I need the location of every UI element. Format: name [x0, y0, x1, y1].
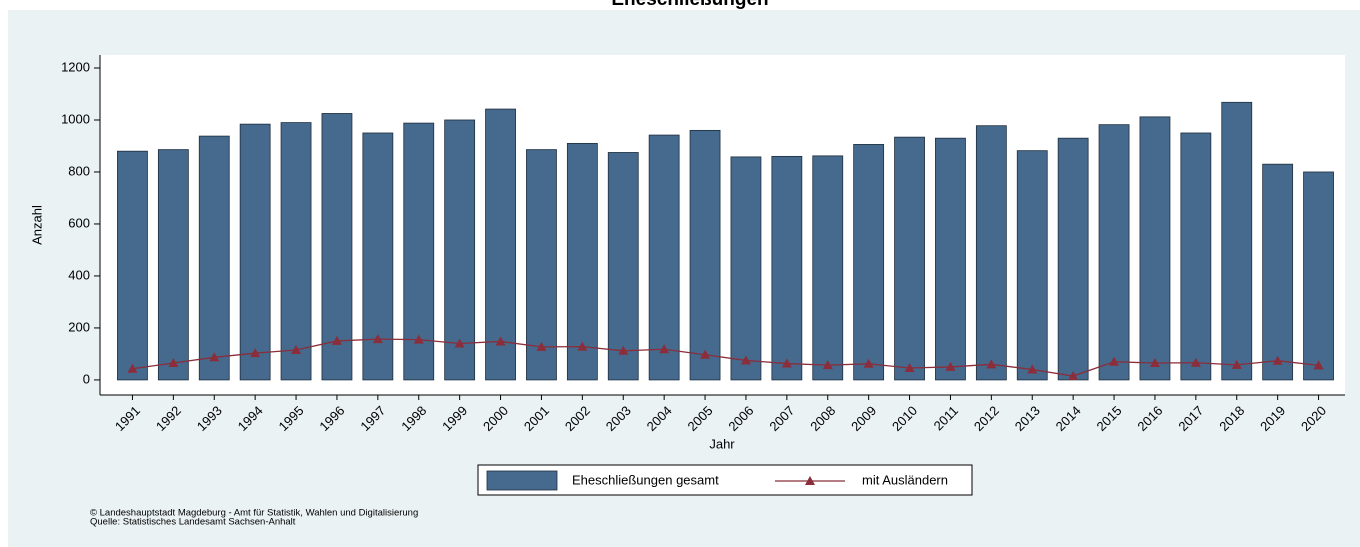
footnote: © Landeshauptstadt Magdeburg - Amt für S…: [90, 508, 418, 519]
bar: [1139, 116, 1171, 381]
bar: [607, 152, 639, 381]
marker: [618, 345, 629, 355]
marker: [1149, 358, 1160, 368]
marker: [1068, 371, 1079, 381]
legend-swatch: [486, 470, 558, 491]
bar: [321, 113, 353, 381]
y-tick-label: 0: [83, 371, 90, 386]
bar: [1016, 150, 1048, 381]
bar: [526, 149, 557, 381]
bar: [771, 155, 803, 381]
bar: [730, 156, 762, 381]
marker: [1272, 355, 1283, 365]
marker: [740, 355, 751, 365]
marker: [291, 345, 302, 355]
marker: [331, 335, 342, 345]
y-tick-label: 400: [68, 267, 90, 282]
y-tick-label: 800: [68, 163, 90, 178]
marker: [168, 358, 179, 368]
bar: [1262, 163, 1294, 381]
line: [132, 338, 1319, 377]
marker: [781, 358, 792, 368]
y-axis-label: Anzahl: [29, 205, 44, 245]
bar: [975, 125, 1007, 381]
bar: [1221, 101, 1253, 381]
bar: [1180, 132, 1212, 381]
marker: [863, 358, 874, 368]
marker: [904, 362, 915, 372]
legend: [477, 464, 973, 496]
marker: [986, 359, 997, 369]
marker: [659, 344, 670, 354]
marker: [577, 341, 588, 351]
legend-label: mit Ausländern: [862, 472, 948, 487]
marker: [1190, 357, 1201, 367]
bar: [1098, 124, 1130, 381]
marker: [1231, 359, 1242, 369]
bar: [198, 135, 230, 381]
marker: [945, 361, 956, 371]
bar: [1303, 171, 1334, 381]
marker: [495, 336, 506, 346]
marker: [209, 352, 220, 362]
bar: [812, 155, 844, 381]
bar: [280, 122, 312, 381]
marker: [127, 363, 138, 373]
y-tick-label: 600: [68, 215, 90, 230]
y-tick-label: 1200: [61, 59, 90, 74]
y-tick-label: 1000: [61, 111, 90, 126]
bar: [894, 136, 925, 381]
marker: [1109, 356, 1120, 366]
bar: [853, 144, 885, 381]
marker: [372, 334, 383, 344]
legend-marker: [805, 476, 815, 485]
bar: [566, 142, 598, 381]
bar: [157, 149, 189, 381]
marker: [250, 348, 261, 358]
bar: [239, 123, 271, 381]
marker: [822, 360, 833, 370]
legend-label: Eheschließungen gesamt: [572, 472, 719, 487]
bar: [117, 150, 148, 381]
y-tick-label: 200: [68, 319, 90, 334]
bar: [485, 108, 516, 381]
marker: [700, 349, 711, 359]
x-axis-label: Jahr: [709, 436, 735, 451]
marker: [1027, 364, 1038, 374]
marker: [536, 341, 547, 351]
bar: [648, 134, 680, 381]
marker: [454, 338, 465, 348]
footnote: Quelle: Statistisches Landesamt Sachsen-…: [90, 517, 296, 528]
marker: [413, 334, 424, 344]
bar: [689, 129, 721, 381]
bar: [1057, 137, 1089, 381]
marker: [1313, 360, 1324, 370]
chart-title: Eheschließungen: [611, 0, 768, 10]
bar: [935, 137, 966, 381]
bar: [444, 119, 476, 381]
